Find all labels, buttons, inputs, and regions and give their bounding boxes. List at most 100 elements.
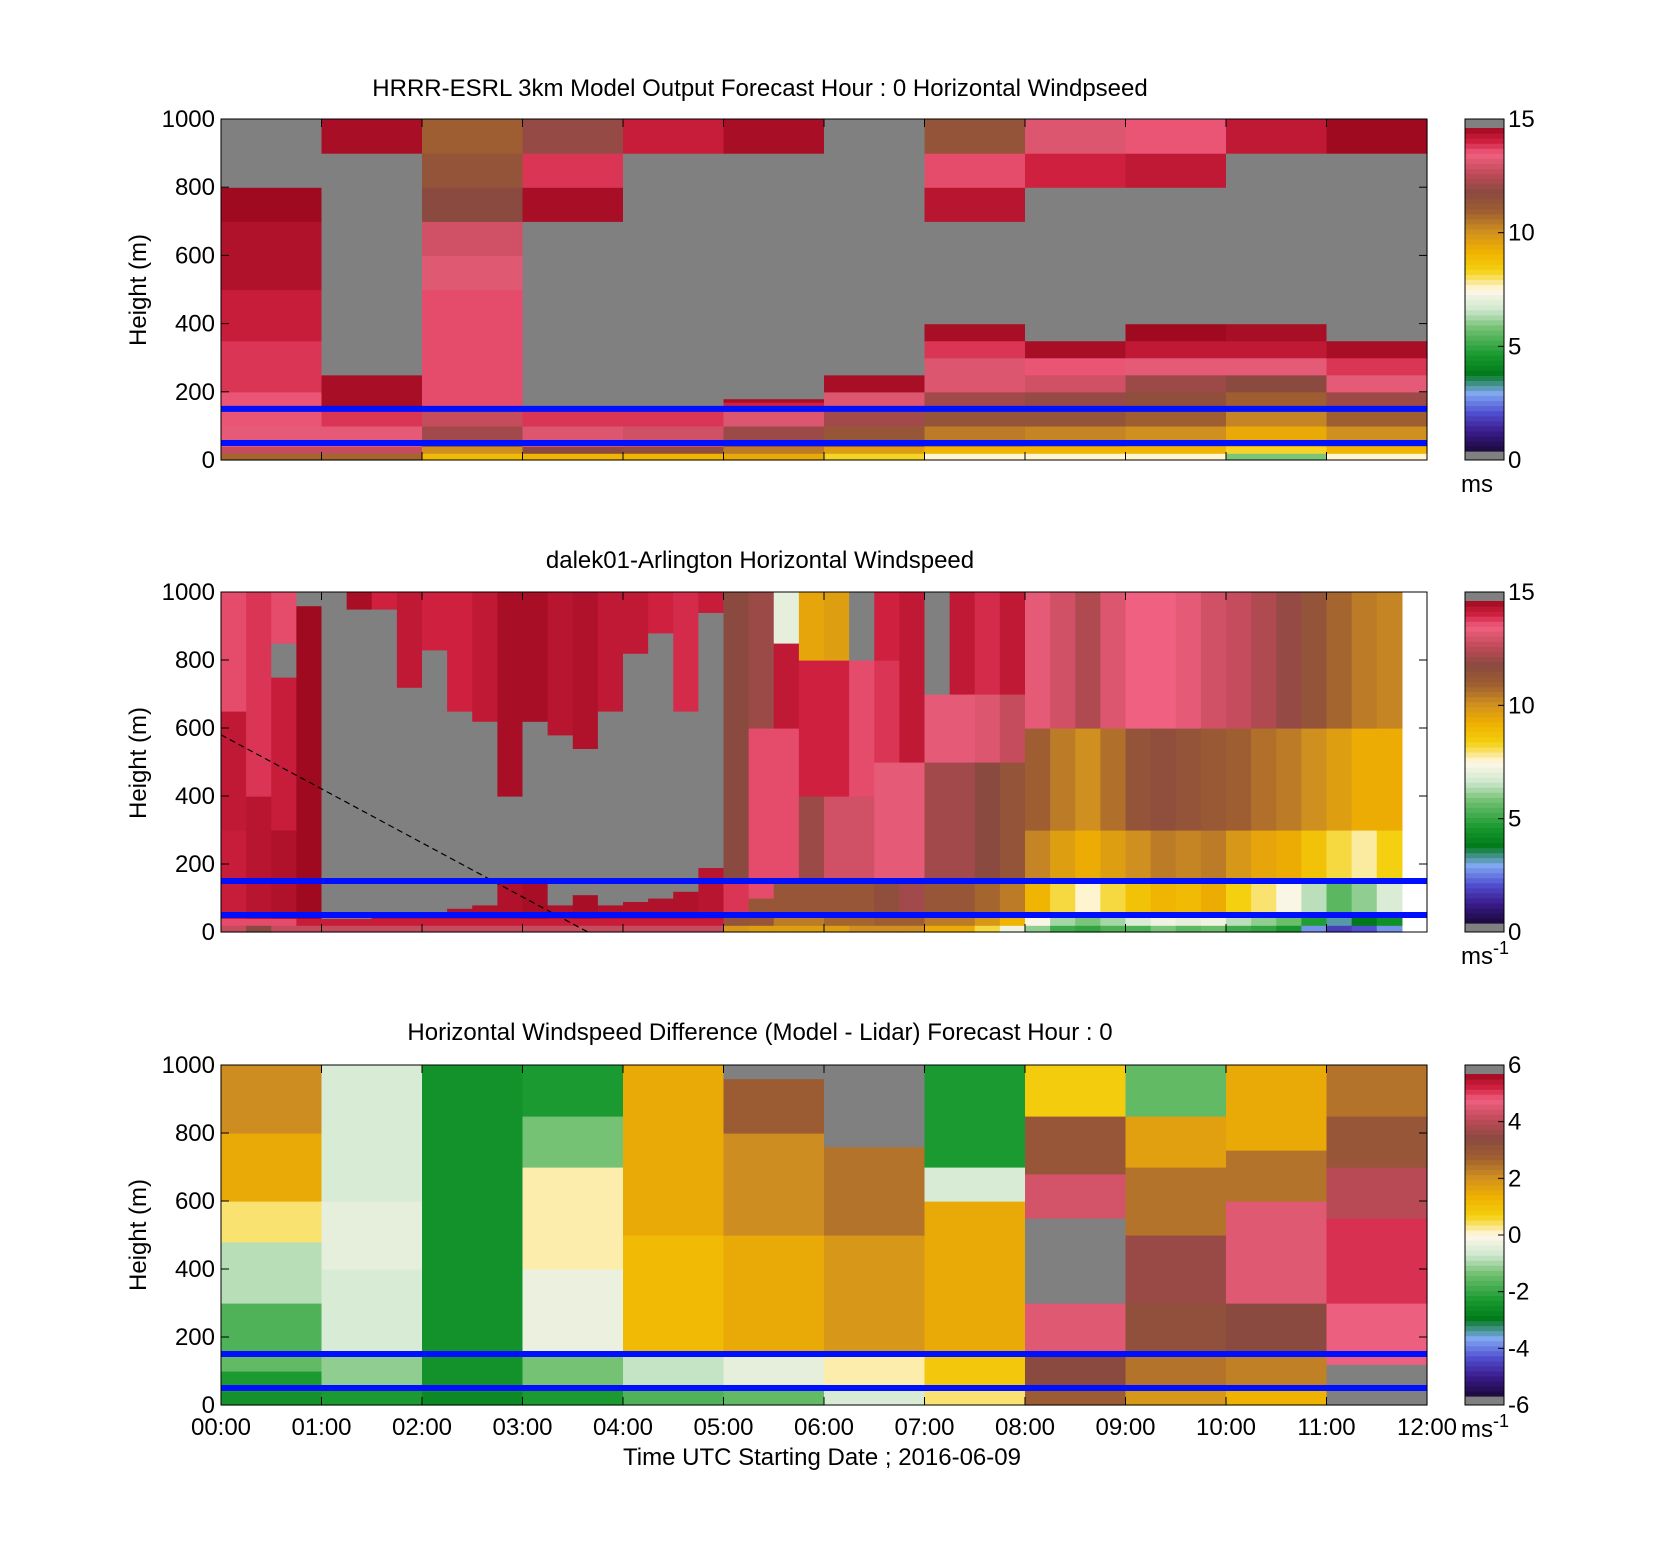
heatmap-cell xyxy=(1050,592,1076,729)
colorbar-segment xyxy=(1465,168,1504,175)
heatmap-cell xyxy=(1226,1303,1328,1355)
heatmap-cell xyxy=(221,446,323,454)
heatmap-cell xyxy=(924,323,1026,342)
colorbar-segment xyxy=(1465,1270,1504,1276)
heatmap-cell xyxy=(422,255,524,291)
heatmap-cell xyxy=(371,609,398,913)
colorbar-segment xyxy=(1465,360,1504,366)
heatmap-cell xyxy=(723,1354,825,1386)
colorbar-segment xyxy=(1465,400,1504,407)
colorbar-segment xyxy=(1465,1219,1504,1226)
colorbar-tick-label: 5 xyxy=(1508,806,1521,833)
heatmap-cell xyxy=(924,1354,1026,1386)
colorbar-segment xyxy=(1465,1385,1504,1392)
colorbar-segment xyxy=(1465,1119,1504,1125)
heatmap-cell xyxy=(1351,592,1378,729)
colorbar-segment xyxy=(1465,188,1504,195)
heatmap-cell xyxy=(1025,1218,1127,1304)
heatmap-cell xyxy=(723,119,825,154)
colorbar-segment xyxy=(1465,1380,1504,1387)
colorbar-segment xyxy=(1465,1149,1504,1156)
colorbar-segment xyxy=(1465,435,1504,442)
colorbar-segment xyxy=(1465,812,1504,818)
colorbar-segment xyxy=(1465,1164,1504,1171)
colorbar-segment xyxy=(1465,1094,1504,1100)
heatmap-cell xyxy=(246,592,272,797)
heatmap-cell xyxy=(1251,592,1277,729)
heatmap-cell xyxy=(422,649,448,913)
colorbar-segment xyxy=(1465,1340,1504,1347)
heatmap-cell xyxy=(572,918,599,926)
colorbar-segment xyxy=(1465,1325,1504,1332)
colorbar-segment xyxy=(1465,731,1504,738)
colorbar-segment xyxy=(1465,1285,1504,1291)
heatmap-cell xyxy=(673,711,699,892)
colorbar-segment xyxy=(1465,1305,1504,1312)
heatmap-cell xyxy=(1025,728,1051,831)
colorbar-segment xyxy=(1465,686,1504,693)
heatmap-cell xyxy=(522,446,624,454)
colorbar-segment xyxy=(1465,1375,1504,1382)
heatmap-cell xyxy=(1226,408,1328,427)
panel-lidar: dalek01-Arlington Horizontal Windspeed 0… xyxy=(125,547,1535,970)
heatmap-cell xyxy=(1301,830,1328,882)
heatmap-cell xyxy=(1326,119,1428,154)
heatmap-cell xyxy=(723,881,750,913)
heatmap-cell xyxy=(924,340,1026,359)
heatmap-cell xyxy=(1175,881,1202,913)
colorbar-segment xyxy=(1465,138,1504,144)
heatmap-cell xyxy=(1326,830,1353,882)
heatmap-cell xyxy=(623,918,649,926)
heatmap-cell xyxy=(824,660,850,797)
colorbar-segment xyxy=(1465,862,1504,869)
heatmap-cell xyxy=(1376,881,1403,913)
heatmap-cell xyxy=(1150,830,1177,882)
heatmap-cell xyxy=(1150,592,1177,729)
colorbar-segment xyxy=(1465,380,1504,386)
heatmap-cell xyxy=(874,881,900,913)
heatmap-cell xyxy=(1326,453,1428,461)
heatmap-cell xyxy=(623,1065,725,1236)
heatmap-cell xyxy=(1200,592,1227,729)
colorbar-segment xyxy=(1465,163,1504,169)
colorbar-segment xyxy=(1465,1084,1504,1090)
heatmap-cell xyxy=(1150,925,1177,933)
heatmap-cell xyxy=(1226,830,1252,882)
colorbar-segment xyxy=(1465,1179,1504,1186)
heatmap-cell xyxy=(321,446,423,454)
heatmap-cell xyxy=(924,1201,1026,1355)
colorbar-segment xyxy=(1465,746,1504,753)
colorbar-segment xyxy=(1465,1079,1504,1085)
colorbar-segment xyxy=(1465,601,1504,607)
heatmap-cell xyxy=(1376,925,1403,933)
colorbar-nan-swatch xyxy=(1465,1396,1504,1405)
heatmap-cell xyxy=(824,1235,926,1355)
heatmap-cell xyxy=(271,918,297,926)
colorbar-tick-label: 6 xyxy=(1508,1052,1521,1079)
heatmap-cell xyxy=(824,391,926,410)
colorbar-segment xyxy=(1465,1240,1504,1246)
colorbar-segment xyxy=(1465,691,1504,698)
colorbar-segment xyxy=(1465,842,1504,849)
heatmap-cell xyxy=(924,453,1026,461)
colorbar-segment xyxy=(1465,334,1504,341)
y-tick-label: 200 xyxy=(175,851,215,878)
y-tick-label: 800 xyxy=(175,1120,215,1147)
heatmap-cell xyxy=(221,711,247,831)
heatmap-cell xyxy=(547,592,574,736)
heatmap-cell xyxy=(1025,1173,1127,1219)
heatmap-cell xyxy=(246,796,272,919)
colorbar-segment xyxy=(1465,1370,1504,1377)
heatmap-cell xyxy=(1301,728,1328,831)
colorbar-segment xyxy=(1465,213,1504,220)
heatmap-cell xyxy=(773,728,800,882)
heatmap-cell xyxy=(396,918,423,926)
heatmap-cell xyxy=(1025,187,1127,342)
heatmap-cell xyxy=(1326,1065,1428,1117)
colorbar-segment xyxy=(1465,681,1504,688)
colorbar-segment xyxy=(1465,867,1504,874)
heatmap-cell xyxy=(723,398,825,403)
heatmap-cell xyxy=(522,221,624,410)
heatmap-cell xyxy=(648,925,674,933)
heatmap-cell xyxy=(246,918,272,926)
